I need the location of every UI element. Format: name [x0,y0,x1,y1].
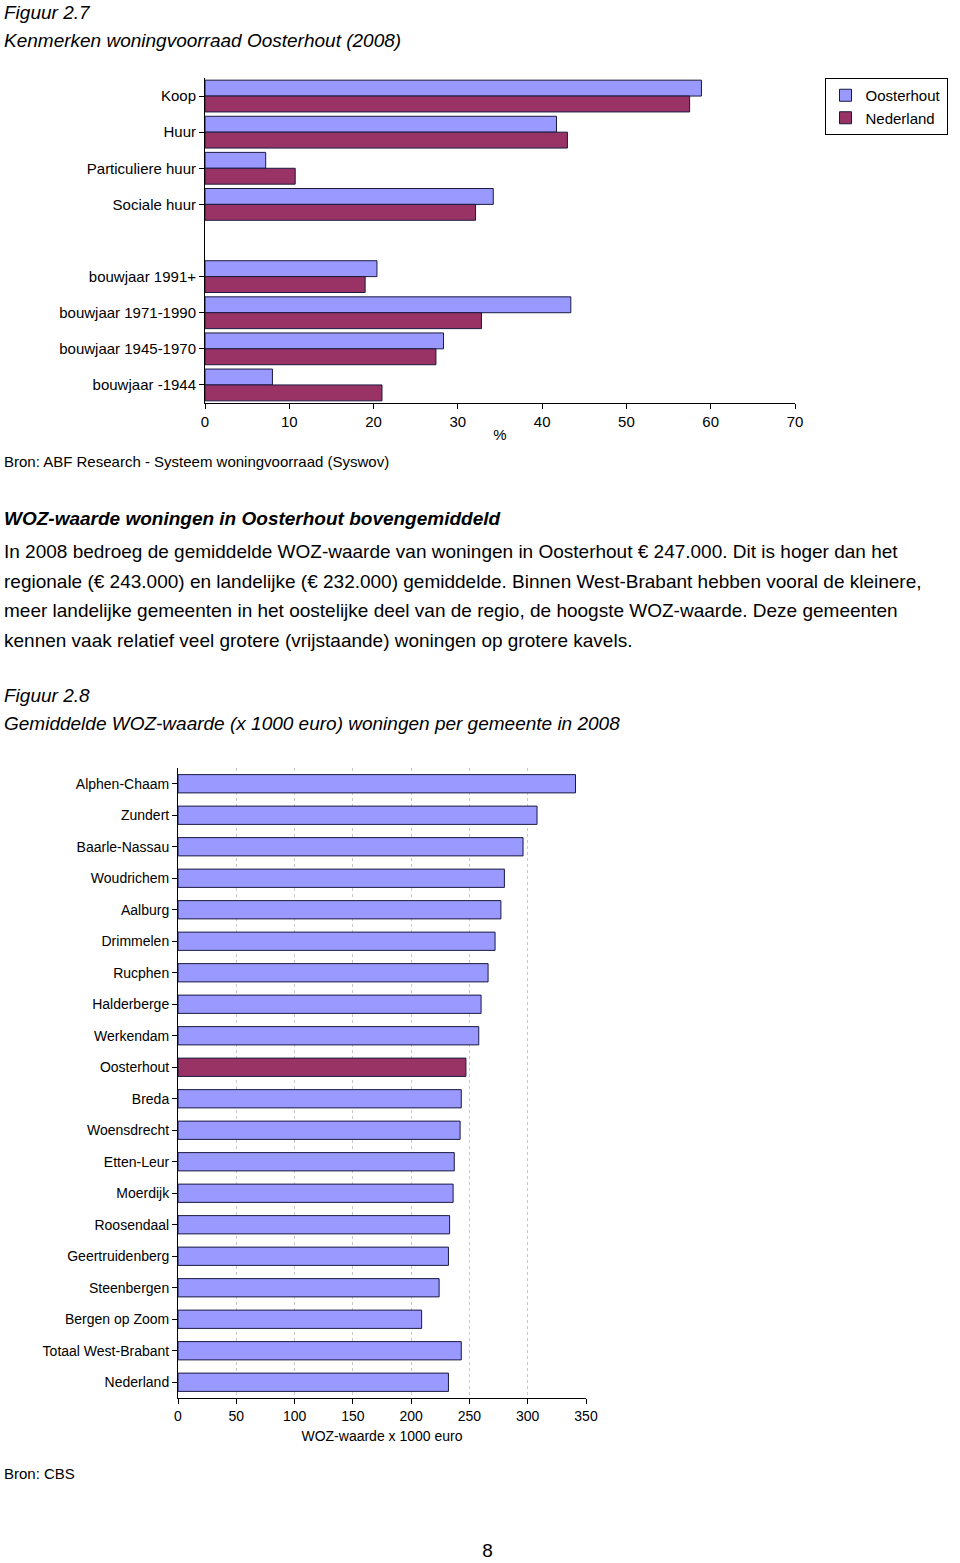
svg-text:0: 0 [201,413,209,430]
svg-text:50: 50 [618,413,635,430]
svg-text:bouwjaar 1971-1990: bouwjaar 1971-1990 [59,304,196,321]
svg-text:350: 350 [574,1408,598,1424]
html-text:WOZ-waarde woningen in Oosterh: WOZ-waarde woningen in Oosterhout boveng… [4,508,501,529]
svg-text:Moerdijk: Moerdijk [116,1185,170,1201]
svg-text:bouwjaar 1991+: bouwjaar 1991+ [89,268,196,285]
svg-text:bouwjaar 1945-1970: bouwjaar 1945-1970 [59,340,196,357]
svg-text:250: 250 [458,1408,482,1424]
svg-text:20: 20 [365,413,382,430]
svg-text:Baarle-Nassau: Baarle-Nassau [77,839,170,855]
svg-text:Zundert: Zundert [121,807,169,823]
svg-text:70: 70 [787,413,804,430]
svg-text:Halderberge: Halderberge [92,996,169,1012]
html-text:Kenmerken woningvoorraad Ooste: Kenmerken woningvoorraad Oosterhout (200… [4,30,402,51]
svg-text:100: 100 [283,1408,307,1424]
svg-text:50: 50 [229,1408,245,1424]
svg-text:0: 0 [174,1408,182,1424]
svg-text:Werkendam: Werkendam [94,1028,169,1044]
html-text:In 2008 bedroeg de gemiddelde: In 2008 bedroeg de gemiddelde WOZ-waarde… [4,541,922,651]
svg-text:WOZ-waarde x 1000 euro: WOZ-waarde x 1000 euro [301,1428,462,1444]
html-text:Bron: ABF Research - Systeem w: Bron: ABF Research - Systeem woningvoorr… [4,453,390,470]
svg-text:Rucphen: Rucphen [113,965,169,981]
svg-text:Koop: Koop [161,87,196,104]
svg-text:60: 60 [702,413,719,430]
svg-text:bouwjaar -1944: bouwjaar -1944 [93,376,196,393]
svg-text:Oosterhout: Oosterhout [100,1059,169,1075]
svg-text:Oosterhout: Oosterhout [866,87,941,104]
svg-text:Woensdrecht: Woensdrecht [87,1122,169,1138]
svg-text:Breda: Breda [132,1091,170,1107]
svg-text:10: 10 [281,413,298,430]
html-text:Figuur 2.7: Figuur 2.7 [4,2,90,23]
svg-text:Aalburg: Aalburg [121,902,169,918]
svg-text:Alphen-Chaam: Alphen-Chaam [76,776,169,792]
svg-text:%: % [493,426,506,443]
svg-text:Bergen op Zoom: Bergen op Zoom [65,1311,169,1327]
svg-text:150: 150 [341,1408,365,1424]
html-text:Gemiddelde WOZ-waarde (x 1000: Gemiddelde WOZ-waarde (x 1000 euro) woni… [4,713,620,734]
svg-text:Steenbergen: Steenbergen [89,1280,169,1296]
svg-text:Drimmelen: Drimmelen [102,933,170,949]
svg-text:Totaal West-Brabant: Totaal West-Brabant [43,1343,170,1359]
html-text:Bron: CBS: Bron: CBS [4,1465,75,1482]
svg-text:Geertruidenberg: Geertruidenberg [67,1248,169,1264]
svg-text:30: 30 [450,413,467,430]
svg-text:Nederland: Nederland [105,1374,170,1390]
svg-text:Woudrichem: Woudrichem [91,870,169,886]
svg-text:Sociale huur: Sociale huur [113,196,196,213]
svg-text:200: 200 [399,1408,423,1424]
svg-text:Nederland: Nederland [866,110,935,127]
svg-text:40: 40 [534,413,551,430]
html-text:8: 8 [482,1540,493,1561]
svg-text:Particuliere huur: Particuliere huur [87,160,196,177]
svg-text:Roosendaal: Roosendaal [94,1217,169,1233]
svg-text:300: 300 [516,1408,540,1424]
html-text:Figuur 2.8: Figuur 2.8 [4,685,90,706]
svg-text:Huur: Huur [163,123,196,140]
svg-text:Etten-Leur: Etten-Leur [104,1154,170,1170]
